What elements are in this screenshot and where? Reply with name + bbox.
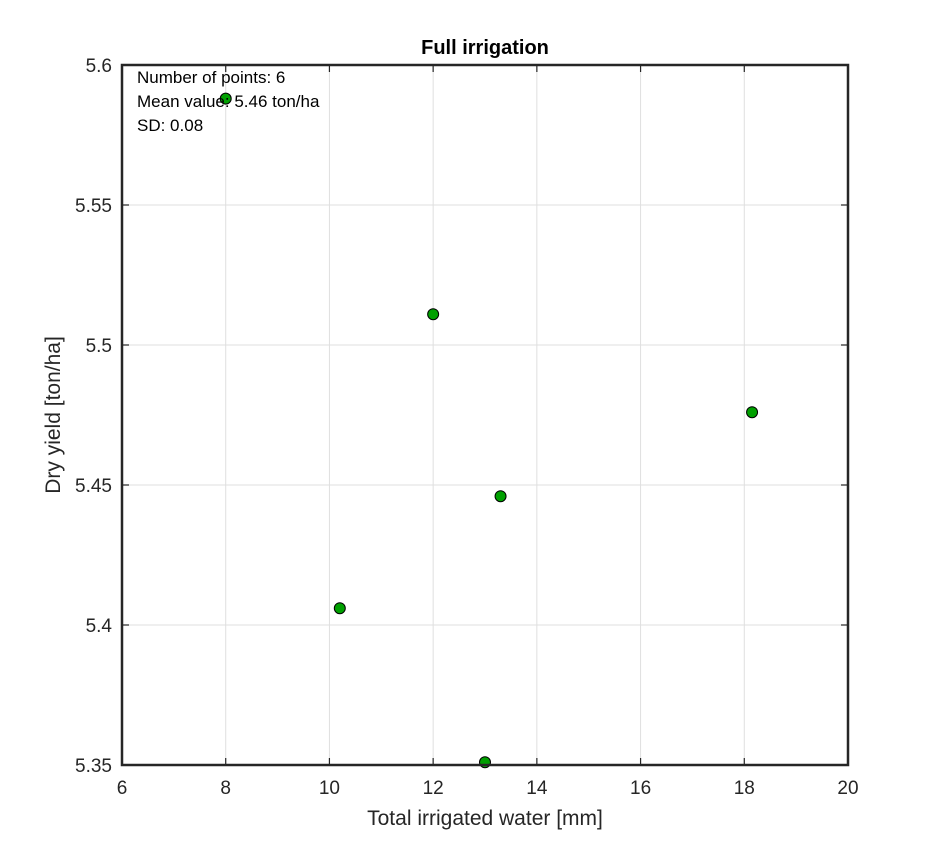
x-tick-label: 16 bbox=[630, 778, 651, 799]
data-point bbox=[219, 92, 232, 105]
grid bbox=[121, 64, 849, 766]
annotation-sd: SD: 0.08 bbox=[137, 116, 203, 135]
y-axis-label: Dry yield [ton/ha] bbox=[42, 336, 65, 494]
annotation-mean-value: Mean value: 5.46 ton/ha bbox=[137, 92, 320, 111]
chart-title: Full irrigation bbox=[421, 37, 549, 59]
y-tick-label: 5.6 bbox=[86, 56, 112, 77]
data-point bbox=[333, 602, 346, 615]
y-tick-labels: 5.35 5.4 5.45 5.5 5.55 5.6 bbox=[75, 56, 112, 777]
data-points bbox=[219, 92, 759, 769]
y-tick-label: 5.4 bbox=[86, 616, 113, 637]
x-tick-label: 18 bbox=[734, 778, 755, 799]
y-tick-label: 5.45 bbox=[75, 476, 112, 497]
data-point bbox=[427, 308, 440, 321]
data-point bbox=[746, 406, 759, 419]
annotation-point-count: Number of points: 6 bbox=[137, 68, 285, 87]
x-tick-label: 10 bbox=[319, 778, 340, 799]
x-axis-label: Total irrigated water [mm] bbox=[367, 807, 603, 830]
data-point bbox=[494, 490, 507, 503]
y-tick-label: 5.5 bbox=[86, 336, 112, 357]
x-tick-label: 8 bbox=[220, 778, 231, 799]
x-tick-label: 12 bbox=[423, 778, 444, 799]
x-tick-label: 14 bbox=[526, 778, 548, 799]
plot-frame bbox=[120, 63, 850, 767]
x-tick-label: 6 bbox=[117, 778, 128, 799]
x-tick-labels: 6 8 10 12 14 16 18 20 bbox=[117, 778, 859, 799]
axis-ticks bbox=[121, 64, 849, 766]
y-tick-label: 5.35 bbox=[75, 756, 112, 777]
x-tick-label: 20 bbox=[837, 778, 858, 799]
y-tick-label: 5.55 bbox=[75, 196, 112, 217]
